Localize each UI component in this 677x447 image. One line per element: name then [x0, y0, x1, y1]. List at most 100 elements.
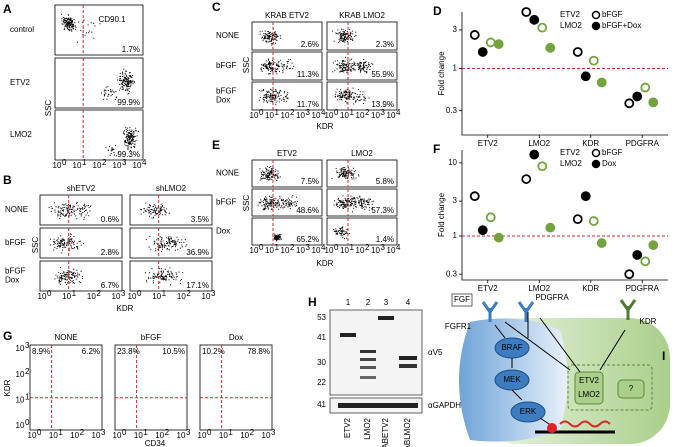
event-dot: [274, 204, 276, 206]
event-dot: [358, 69, 360, 71]
event-dot: [60, 240, 62, 242]
event-dot: [355, 201, 357, 203]
event-dot: [61, 238, 63, 240]
event-dot: [282, 203, 284, 205]
event-dot: [286, 95, 288, 97]
event-dot: [123, 68, 125, 70]
event-dot: [267, 175, 269, 177]
legend-marker: [591, 21, 601, 31]
event-dot: [125, 80, 127, 82]
event-dot: [281, 65, 283, 67]
event-dot: [71, 273, 73, 275]
event-dot: [122, 88, 124, 90]
event-dot: [156, 212, 158, 214]
event-dot: [163, 278, 165, 280]
event-dot: [279, 237, 281, 239]
event-dot: [275, 202, 277, 204]
event-dot: [120, 83, 122, 85]
x-tick-label: LMO2: [528, 284, 550, 293]
event-dot: [273, 173, 275, 175]
event-dot: [71, 247, 73, 249]
data-point: [493, 39, 504, 50]
event-dot: [366, 71, 368, 73]
event-dot: [160, 242, 162, 244]
event-dot: [67, 238, 69, 240]
event-dot: [79, 213, 81, 215]
event-dot: [359, 94, 361, 96]
event-dot: [121, 86, 123, 88]
diagram-shapes: [451, 293, 670, 444]
event-dot: [349, 37, 351, 39]
event-dot: [270, 201, 272, 203]
event-dot: [351, 173, 353, 175]
event-dot: [129, 143, 131, 145]
event-dot: [261, 205, 263, 207]
event-dot: [83, 19, 85, 21]
tick-exp: 3: [211, 289, 216, 298]
event-dot: [344, 56, 346, 58]
event-dot: [363, 63, 365, 65]
event-dot: [348, 67, 350, 69]
tick-base: 10: [281, 246, 290, 255]
event-dot: [346, 232, 348, 234]
event-dot: [174, 249, 176, 251]
event-dot: [289, 204, 291, 206]
event-dot: [61, 207, 63, 209]
event-dot: [261, 30, 263, 32]
event-dot: [341, 91, 343, 93]
event-dot: [338, 176, 340, 178]
event-dot: [73, 268, 75, 270]
event-dot: [123, 79, 125, 81]
event-dot: [270, 200, 272, 202]
event-dot: [273, 207, 275, 209]
event-dot: [70, 18, 72, 20]
event-dot: [336, 64, 338, 66]
event-dot: [57, 239, 59, 241]
event-dot: [260, 199, 262, 201]
event-dot: [175, 279, 177, 281]
tick-exp: 2: [250, 428, 255, 437]
event-dot: [103, 90, 105, 92]
event-dot: [342, 61, 344, 63]
event-dot: [72, 282, 74, 284]
event-dot: [153, 272, 155, 274]
event-dot: [342, 29, 344, 31]
event-dot: [273, 61, 275, 63]
event-dot: [270, 172, 272, 174]
event-dot: [276, 239, 278, 241]
event-dot: [363, 64, 365, 66]
event-dot: [155, 250, 157, 252]
event-dot: [158, 247, 160, 249]
event-dot: [363, 96, 365, 98]
event-dot: [174, 241, 176, 243]
event-dot: [160, 245, 162, 247]
event-dot: [295, 203, 297, 205]
event-dot: [351, 200, 353, 202]
event-dot: [93, 37, 95, 39]
event-dot: [279, 207, 281, 209]
event-dot: [278, 235, 280, 237]
event-dot: [69, 270, 71, 272]
event-dot: [126, 140, 128, 142]
tick-exp: 0: [122, 428, 127, 437]
event-dot: [67, 14, 69, 16]
event-dot: [268, 66, 270, 68]
event-dot: [356, 98, 358, 100]
event-dot: [154, 205, 156, 207]
event-dot: [275, 89, 277, 91]
event-dot: [352, 40, 354, 42]
event-dot: [266, 64, 268, 66]
event-dot: [339, 66, 341, 68]
event-dot: [355, 100, 357, 102]
event-dot: [64, 19, 66, 21]
event-dot: [344, 176, 346, 178]
event-dot: [124, 143, 126, 145]
event-dot: [266, 166, 268, 168]
event-dot: [156, 208, 158, 210]
y-tick-label: 10: [448, 158, 457, 167]
event-dot: [271, 199, 273, 201]
event-dot: [157, 238, 159, 240]
event-dot: [127, 93, 129, 95]
event-dot: [68, 247, 70, 249]
event-dot: [274, 33, 276, 35]
